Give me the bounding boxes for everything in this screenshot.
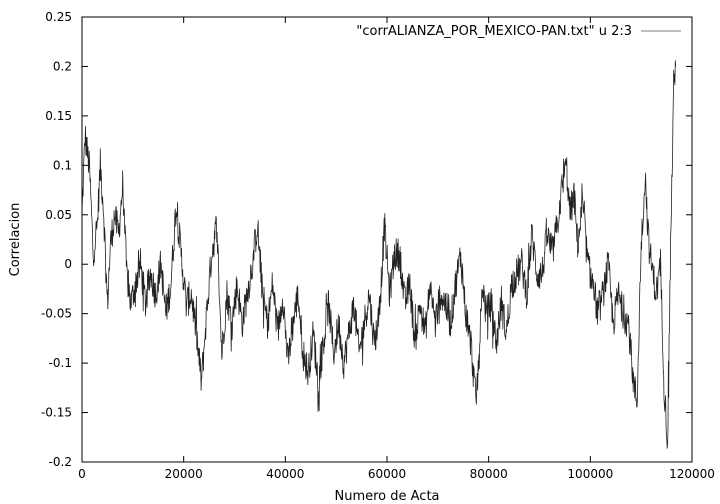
- y-tick-label: 0.15: [45, 109, 72, 123]
- x-tick-label: 80000: [470, 467, 508, 481]
- y-tick-label: -0.05: [41, 307, 72, 321]
- plot-series: [81, 60, 677, 449]
- x-tick-label: 100000: [567, 467, 613, 481]
- x-axis-title: Numero de Acta: [334, 489, 439, 504]
- y-tick-label: 0.05: [45, 208, 72, 222]
- y-tick-label: 0.1: [53, 158, 72, 172]
- x-tick-label: 20000: [165, 467, 203, 481]
- x-tick-label: 40000: [266, 467, 304, 481]
- y-tick-label: -0.2: [49, 455, 72, 469]
- series-line: [81, 60, 677, 449]
- x-tick-label: 60000: [368, 467, 406, 481]
- y-tick-label: 0: [64, 257, 72, 271]
- y-tick-label: 0.2: [53, 59, 72, 73]
- x-tick-label: 120000: [669, 467, 715, 481]
- legend-label: "corrALIANZA_POR_MEXICO-PAN.txt" u 2:3: [356, 24, 632, 39]
- plot-frame: [81, 16, 693, 463]
- legend: "corrALIANZA_POR_MEXICO-PAN.txt" u 2:3: [356, 24, 681, 39]
- x-tick-label: 0: [78, 467, 86, 481]
- tick-labels: 0 20000 40000 60000 80000 100000 120000 -0.2 -0.…: [41, 10, 715, 481]
- y-tick-label: 0.25: [45, 10, 72, 24]
- y-tick-label: -0.1: [49, 356, 72, 370]
- y-axis-title: Correlacion: [8, 203, 23, 277]
- y-tick-label: -0.15: [41, 406, 72, 420]
